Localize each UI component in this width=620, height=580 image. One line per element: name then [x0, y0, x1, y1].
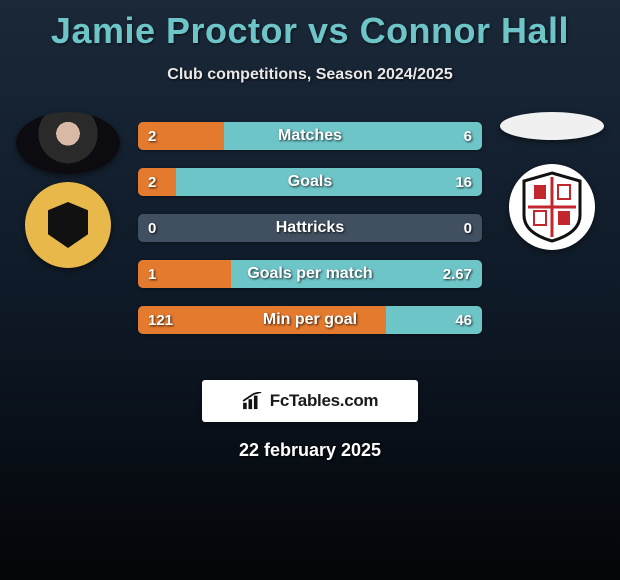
- date-text: 22 february 2025: [0, 440, 620, 461]
- stat-row: 00Hattricks: [138, 214, 482, 242]
- player1-club-crest: [25, 182, 111, 268]
- shield-icon: [520, 171, 584, 243]
- subtitle: Club competitions, Season 2024/2025: [0, 66, 620, 84]
- stat-label: Hattricks: [138, 219, 482, 237]
- player1-photo: [16, 112, 120, 174]
- comparison-panel: 26Matches 216Goals 00Hattricks 12.67Goals p…: [0, 112, 620, 362]
- stat-bars: 26Matches 216Goals 00Hattricks 12.67Goals p…: [138, 122, 482, 334]
- stat-label: Goals per match: [138, 265, 482, 283]
- stat-label: Goals: [138, 173, 482, 191]
- brand-text: FcTables.com: [270, 391, 379, 411]
- stat-row: 12146Min per goal: [138, 306, 482, 334]
- right-player-column: [492, 112, 612, 250]
- left-player-column: [8, 112, 128, 268]
- page-title: Jamie Proctor vs Connor Hall: [0, 0, 620, 52]
- stat-row: 26Matches: [138, 122, 482, 150]
- stat-row: 12.67Goals per match: [138, 260, 482, 288]
- chart-icon: [242, 392, 264, 410]
- brand-badge[interactable]: FcTables.com: [202, 380, 418, 422]
- player2-photo: [500, 112, 604, 140]
- stat-label: Matches: [138, 127, 482, 145]
- player2-club-crest: [509, 164, 595, 250]
- stat-row: 216Goals: [138, 168, 482, 196]
- stat-label: Min per goal: [138, 311, 482, 329]
